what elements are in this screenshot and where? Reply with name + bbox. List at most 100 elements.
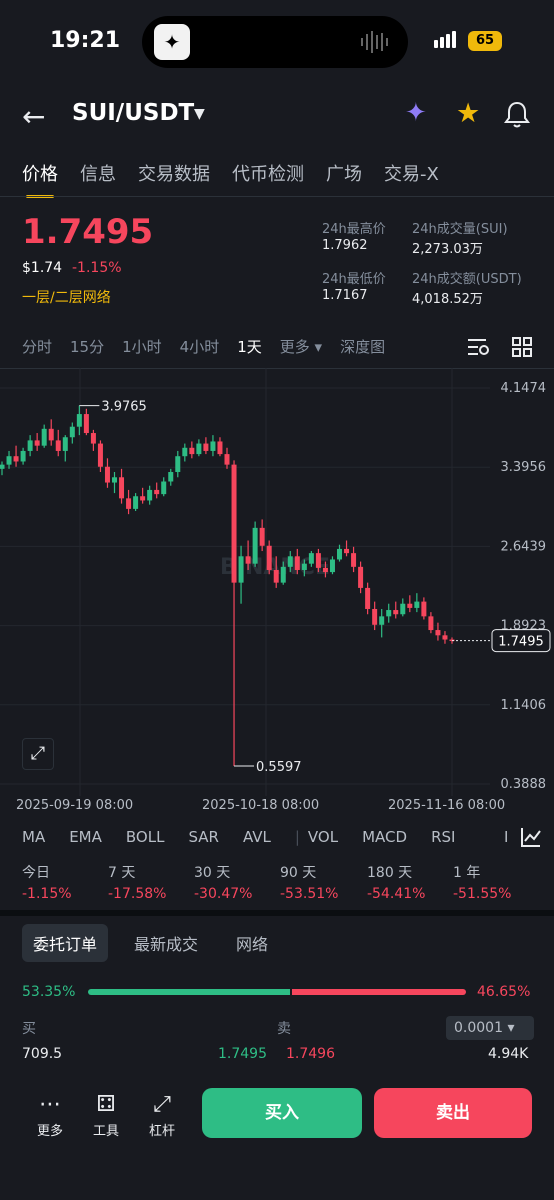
best-bid: 1.7495 <box>218 1046 267 1062</box>
interval-1d[interactable]: 1天 <box>237 338 262 356</box>
more-button[interactable]: ⋯ 更多 <box>30 1090 70 1139</box>
indicator-avl[interactable]: AVL <box>242 828 271 846</box>
leverage-button[interactable]: ⤢ 杠杆 <box>142 1090 182 1139</box>
candle-body <box>0 464 5 469</box>
candle-body <box>259 527 265 546</box>
interval-time[interactable]: 分时 <box>22 338 53 356</box>
indicator-more[interactable]: I <box>504 828 509 846</box>
fullscreen-icon[interactable]: ⤢ <box>22 738 54 770</box>
bell-icon[interactable] <box>504 100 530 128</box>
candle-body <box>329 559 335 573</box>
candle-body <box>224 454 230 465</box>
interval-4h[interactable]: 4小时 <box>179 338 220 356</box>
x-tick: 2025-11-16 08:00 <box>388 798 506 813</box>
amount-label: 24h成交额(USDT) <box>412 272 522 287</box>
amount-value: 4,018.52万 <box>412 292 483 307</box>
last-price-label: 1.7495 <box>498 635 544 650</box>
signal-icon <box>434 31 458 52</box>
candle-body <box>55 440 61 451</box>
pair-title[interactable]: SUI/USDT <box>72 100 195 126</box>
precision-select[interactable]: 0.0001 ▾ <box>446 1016 534 1040</box>
main-tabs: 价格 信息 交易数据 代币检测 广场 交易-X <box>22 160 439 198</box>
tab-network[interactable]: 网络 <box>236 935 269 954</box>
candle-body <box>119 477 125 499</box>
indicator-vol[interactable]: VOL <box>307 828 339 846</box>
candle-body <box>428 616 434 631</box>
status-time: 19:21 <box>50 28 121 53</box>
candle-body <box>97 443 103 467</box>
candle-body <box>210 441 216 451</box>
ai-sparkle-icon[interactable]: ✦ <box>405 98 427 128</box>
indicator-rsi[interactable]: RSI <box>431 828 456 846</box>
indicator-ma[interactable]: MA <box>22 828 46 846</box>
candle-body <box>322 567 328 573</box>
y-tick-label: 4.1474 <box>501 381 547 396</box>
indicator-separator: | <box>294 828 300 846</box>
perf-1y: 1 年 -51.55% <box>453 865 512 902</box>
more-icon: ⋯ <box>39 1092 61 1117</box>
tab-info[interactable]: 信息 <box>80 164 116 185</box>
category-tag[interactable]: 一层/二层网络 <box>22 290 111 306</box>
section-divider <box>0 910 554 916</box>
buy-quantity: 709.5 <box>22 1046 63 1062</box>
tab-trading-data[interactable]: 交易数据 <box>138 164 210 185</box>
buy-label: 买 <box>22 1021 36 1037</box>
perf-30d: 30 天 -30.47% <box>194 865 253 902</box>
interval-more[interactable]: 更多 ▾ <box>279 338 323 356</box>
y-tick-label: 2.6439 <box>501 539 547 554</box>
y-tick-label: 3.3956 <box>501 460 547 475</box>
sell-ratio: 46.65% <box>477 984 531 1000</box>
sell-button[interactable]: 卖出 <box>374 1088 532 1138</box>
back-icon[interactable]: ← <box>22 100 46 133</box>
grid-layout-icon[interactable] <box>512 337 532 357</box>
indicator-boll[interactable]: BOLL <box>125 828 165 846</box>
candle-body <box>266 545 272 570</box>
buy-ratio: 53.35% <box>22 984 76 1000</box>
tab-square[interactable]: 广场 <box>326 164 362 185</box>
indicator-sar[interactable]: SAR <box>188 828 219 846</box>
high-value: 1.7962 <box>322 238 368 253</box>
candle-body <box>238 556 244 583</box>
candle-body <box>337 548 342 560</box>
tools-icon: ⚃ <box>96 1092 116 1117</box>
candle-body <box>386 610 392 617</box>
candle-body <box>252 527 258 564</box>
candle-body <box>287 556 293 567</box>
candle-body <box>76 414 82 427</box>
usd-price: $1.74 <box>22 260 63 276</box>
tab-order-book[interactable]: 委托订单 <box>22 924 109 962</box>
star-icon[interactable]: ★ <box>456 98 481 129</box>
candle-body <box>435 630 441 636</box>
indicator-chart-icon[interactable] <box>520 826 542 848</box>
candlestick-chart[interactable]: 4.14743.39562.64391.89231.14060.3888BINA… <box>0 368 554 796</box>
tab-latest-trades[interactable]: 最新成交 <box>134 935 199 954</box>
chart-settings-icon[interactable] <box>466 336 490 358</box>
tab-token-check[interactable]: 代币检测 <box>232 164 304 185</box>
interval-selector: 分时 15分 1小时 4小时 1天 更多 ▾ 深度图 <box>22 336 384 357</box>
chevron-down-icon[interactable]: ▼ <box>194 106 205 122</box>
indicator-macd[interactable]: MACD <box>362 828 408 846</box>
buy-button[interactable]: 买入 <box>202 1088 362 1138</box>
candle-body <box>175 456 181 473</box>
divider <box>0 368 554 369</box>
tools-button[interactable]: ⚃ 工具 <box>86 1090 126 1139</box>
interval-1h[interactable]: 1小时 <box>122 338 162 356</box>
tab-price[interactable]: 价格 <box>22 160 58 198</box>
sell-quantity: 4.94K <box>488 1046 529 1062</box>
candle-body <box>379 616 385 625</box>
candle-body <box>147 489 153 501</box>
candle-body <box>168 472 174 482</box>
candle-body <box>315 553 321 568</box>
y-tick-label: 1.1406 <box>501 698 547 713</box>
candle-body <box>407 603 413 608</box>
candle-body <box>203 443 209 451</box>
perf-180d: 180 天 -54.41% <box>367 865 426 902</box>
last-price-box <box>491 629 551 653</box>
interval-depth[interactable]: 深度图 <box>340 338 385 356</box>
interval-15m[interactable]: 15分 <box>70 338 105 356</box>
battery-icon: 65 <box>468 31 502 51</box>
perf-today: 今日 -1.15% <box>22 865 72 902</box>
tab-trade-x[interactable]: 交易-X <box>384 164 439 185</box>
indicator-ema[interactable]: EMA <box>69 828 102 846</box>
candle-body <box>344 548 350 554</box>
